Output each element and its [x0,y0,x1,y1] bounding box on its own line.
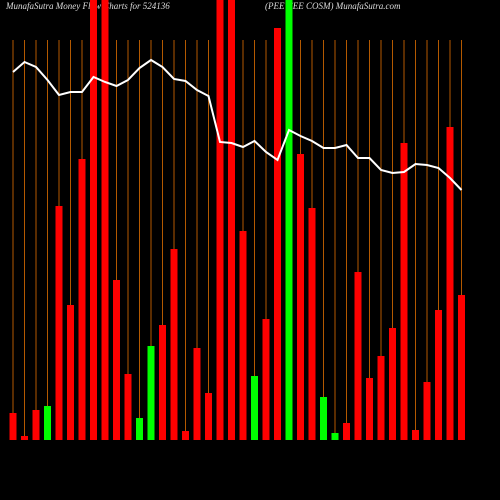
bar [193,348,201,440]
bar [101,0,109,440]
bar [136,418,143,440]
bar [274,28,281,440]
bar [435,310,442,440]
bar [354,272,362,440]
bar [262,319,270,440]
bar [67,305,74,440]
bar [78,159,86,440]
bar [423,382,431,440]
bar [55,206,63,440]
bar [216,0,224,440]
bar [124,374,132,440]
bar [308,208,316,440]
bar [32,410,40,440]
bar [44,406,51,440]
bar [205,393,212,440]
bar [285,0,293,440]
bar [159,325,166,440]
bar [377,356,385,440]
bar [21,436,28,440]
chart-title: MunafaSutra Money Flow Charts for 524136 [5,1,170,11]
bar [113,280,120,440]
bar [400,143,408,440]
chart-subtitle: (PEE CEE COSM) MunafaSutra.com [265,1,401,11]
bar [90,0,97,440]
bar [228,0,235,440]
flow-line [12,58,463,191]
bar [343,423,350,440]
bar [251,376,258,440]
bar [331,433,339,440]
bar [182,431,189,440]
bar [170,249,178,440]
bar [458,295,465,440]
bar [239,231,247,440]
bar [147,346,155,440]
bar [412,430,419,440]
bar [9,413,17,440]
bar [446,127,454,440]
bar [320,397,327,440]
bar [389,328,396,440]
bar [297,154,304,440]
bar [366,378,373,440]
